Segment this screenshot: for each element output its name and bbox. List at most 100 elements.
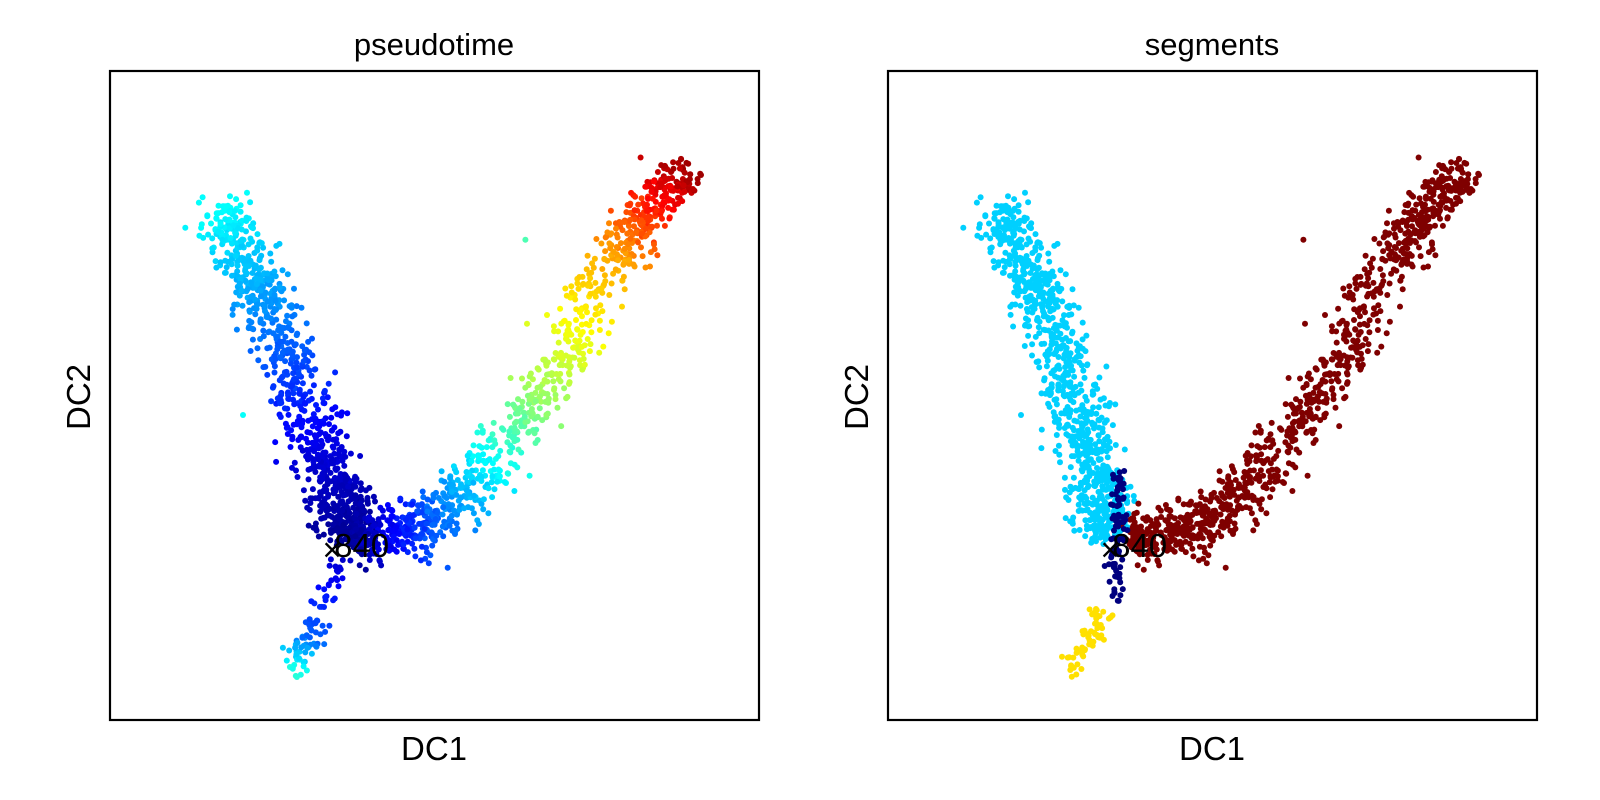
scatter-point [1273, 466, 1280, 473]
scatter-point [1272, 478, 1279, 485]
scatter-point [993, 202, 1000, 209]
scatter-point [352, 515, 359, 522]
scatter-point [470, 479, 477, 486]
scatter-point [602, 248, 609, 255]
scatter-point [1031, 281, 1038, 288]
scatter-point [236, 292, 243, 299]
scatter-point [345, 536, 352, 543]
scatter-point [476, 443, 483, 450]
scatter-point [977, 194, 984, 201]
scatter-point [1410, 229, 1417, 236]
scatter-point [1084, 526, 1090, 533]
scatter-point [317, 489, 324, 496]
scatter-point [470, 510, 477, 517]
scatter-point [648, 188, 655, 195]
scatter-point [450, 482, 456, 489]
scatter-point [1432, 252, 1439, 259]
scatter-point [1083, 478, 1090, 485]
scatter-point [1432, 169, 1439, 175]
scatter-point [321, 387, 328, 394]
scatter-point [1082, 501, 1089, 507]
scatter-point [1035, 358, 1042, 365]
scatter-point [1088, 539, 1095, 546]
scatter-point [362, 536, 369, 542]
scatter-point [335, 564, 342, 571]
scatter-point [1032, 301, 1039, 308]
scatter-point [1256, 500, 1263, 507]
scatter-point [289, 382, 295, 389]
scatter-point [1423, 195, 1429, 202]
scatter-point [1289, 488, 1296, 494]
scatter-point [1171, 548, 1178, 555]
scatter-point [1171, 524, 1178, 531]
scatter-point [341, 462, 348, 469]
scatter-point [1390, 266, 1397, 273]
scatter-point [274, 395, 281, 402]
scatter-point [243, 218, 250, 224]
scatter-point [273, 242, 280, 249]
scatter-point [506, 428, 513, 435]
scatter-point [556, 362, 563, 369]
scatter-point [267, 250, 274, 257]
scatter-point [1437, 193, 1444, 200]
scatter-point [1408, 261, 1415, 268]
scatter-point [276, 377, 283, 384]
scatter-point [590, 264, 597, 271]
scatter-point [1258, 496, 1265, 503]
scatter-point [271, 363, 278, 370]
scatter-point [1066, 304, 1073, 311]
scatter-point [1314, 405, 1321, 412]
scatter-point [237, 202, 244, 209]
scatter-point [293, 364, 300, 371]
scatter-point [287, 360, 294, 367]
scatter-point [279, 644, 286, 651]
scatter-point [1086, 606, 1093, 613]
scatter-point [1230, 527, 1237, 534]
scatter-point [613, 225, 619, 232]
scatter-point [375, 546, 382, 553]
scatter-point [1228, 463, 1235, 470]
scatter-point [418, 501, 425, 508]
scatter-point [1365, 341, 1372, 348]
scatter-point [685, 160, 692, 167]
scatter-point [483, 444, 490, 451]
scatter-point [299, 447, 306, 454]
scatter-point [1255, 423, 1262, 429]
scatter-point [1035, 264, 1042, 271]
scatter-point [1082, 517, 1089, 524]
scatter-point [1144, 526, 1151, 533]
scatter-point [1333, 339, 1340, 346]
scatter-point [1401, 209, 1408, 216]
scatter-point [1438, 199, 1445, 206]
scatter-point [1053, 401, 1060, 408]
scatter-point [303, 667, 310, 674]
scatter-point [1267, 473, 1274, 479]
scatter-point [477, 423, 484, 429]
scatter-point [308, 598, 315, 605]
scatter-point [253, 281, 260, 288]
scatter-point [1297, 398, 1304, 405]
scatter-point [1070, 439, 1077, 446]
scatter-point [1464, 176, 1471, 183]
scatter-point [1036, 364, 1043, 371]
scatter-point [645, 217, 652, 224]
scatter-point [1300, 236, 1307, 243]
scatter-point [1102, 402, 1109, 409]
scatter-point [222, 203, 229, 210]
root-annotation: × 840 [322, 527, 389, 568]
scatter-point [1443, 204, 1450, 211]
scatter-point [244, 189, 250, 196]
scatter-point [312, 439, 319, 446]
scatter-point [1042, 270, 1049, 277]
scatter-point [347, 557, 354, 564]
scatter-point [296, 386, 303, 393]
scatter-point [238, 287, 245, 294]
scatter-point [1415, 154, 1422, 161]
scatter-point [308, 372, 315, 379]
scatter-point [1328, 378, 1335, 385]
scatter-point [1071, 527, 1078, 534]
scatter-point [1289, 461, 1296, 468]
scatter-point [1007, 240, 1013, 247]
scatter-point [1391, 225, 1397, 232]
scatter-point [339, 457, 346, 464]
